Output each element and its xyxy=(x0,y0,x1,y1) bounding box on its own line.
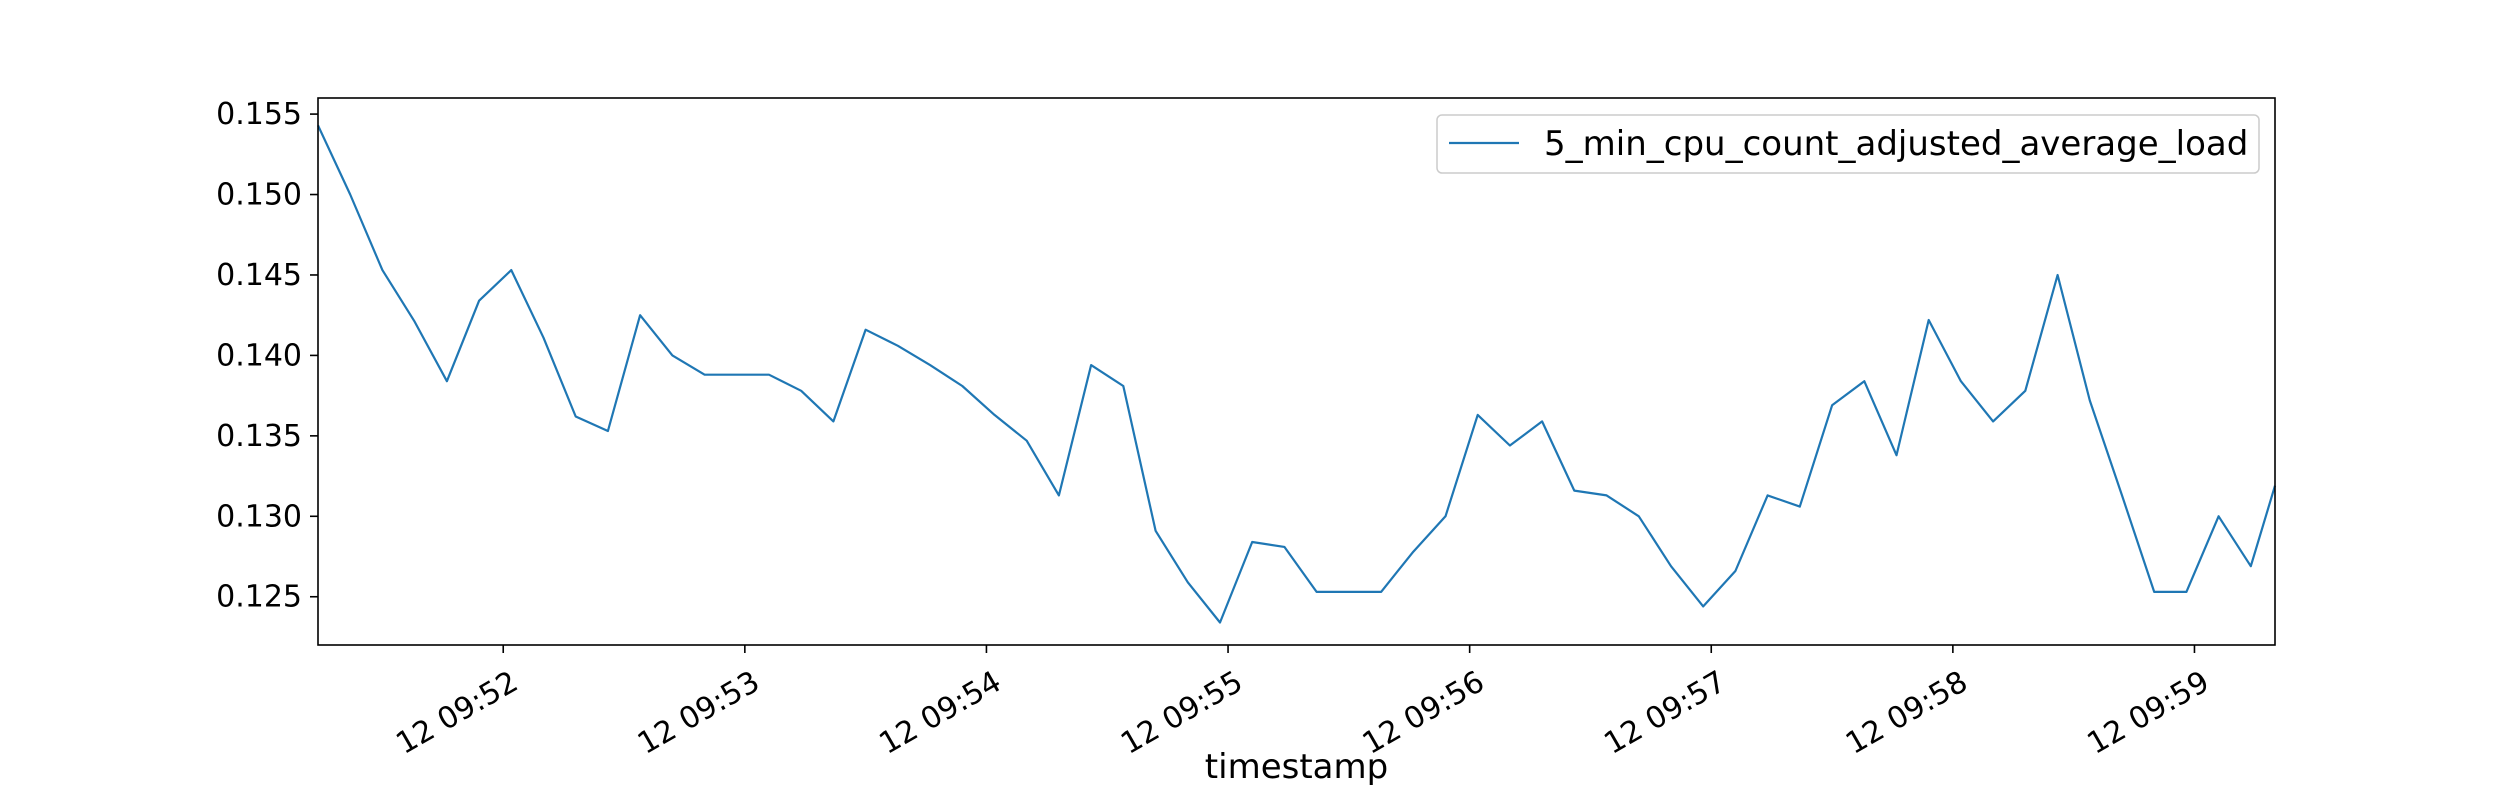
x-axis: 12 09:52 12 09:53 12 09:54 12 09:55 12 09:56… xyxy=(390,645,2215,762)
legend-box xyxy=(1436,114,2260,174)
legend-label: 5_min_cpu_count_adjusted_average_load xyxy=(1544,124,2248,164)
x-axis-label: timestamp xyxy=(1205,747,1388,787)
x-tick-label: 12 09:57 xyxy=(1598,664,1732,761)
y-tick-label: 0.150 xyxy=(216,178,302,213)
y-tick-label: 0.145 xyxy=(216,258,302,293)
x-tick-label: 12 09:53 xyxy=(632,664,766,761)
y-tick-label: 0.130 xyxy=(216,499,302,534)
series-line xyxy=(317,124,2277,624)
x-tick-label: 12 09:52 xyxy=(390,664,524,761)
y-axis: 0.125 0.130 0.135 0.140 0.145 0.150 0.155 xyxy=(216,97,318,615)
x-tick-label: 12 09:54 xyxy=(874,664,1008,761)
y-tick-label: 0.135 xyxy=(216,419,302,454)
x-tick-label: 12 09:59 xyxy=(2082,664,2216,761)
x-tick-label: 12 09:58 xyxy=(1840,664,1974,761)
plot-area xyxy=(318,98,2275,645)
y-tick-label: 0.140 xyxy=(216,338,302,373)
y-tick-label: 0.125 xyxy=(216,580,302,615)
plot-frame xyxy=(317,97,2276,646)
y-tick-label: 0.155 xyxy=(216,97,302,132)
legend: 5_min_cpu_count_adjusted_average_load xyxy=(1436,114,2260,174)
